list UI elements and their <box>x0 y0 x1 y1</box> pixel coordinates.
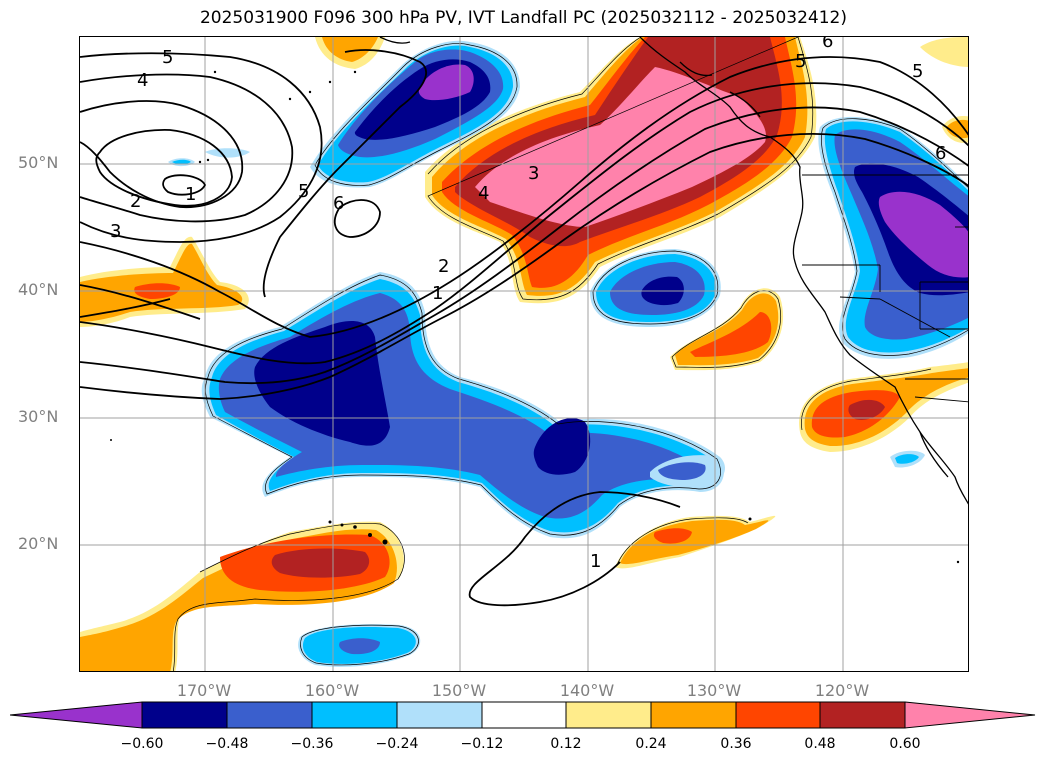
contour-label: 1 <box>432 283 443 304</box>
islands <box>110 70 960 564</box>
colorbar-segment <box>10 701 143 729</box>
contour-label: 2 <box>130 191 141 212</box>
map-title: 2025031900 F096 300 hPa PV, IVT Landfall… <box>199 8 847 28</box>
positive-anomaly-baja <box>799 362 968 452</box>
contour-label: 5 <box>298 181 309 202</box>
negative-anomaly-hawaii-east <box>650 455 725 488</box>
pv-contours <box>80 49 968 607</box>
positive-anomaly-subtropical <box>80 521 404 671</box>
colorbar-segment <box>650 701 737 729</box>
lon-label: 130°W <box>686 681 742 700</box>
colorbar-tick: −0.36 <box>290 736 334 752</box>
colorbar <box>10 701 1036 729</box>
contour-label: 5 <box>912 61 923 82</box>
colorbar-segment <box>904 701 1036 729</box>
colorbar-segment <box>819 701 906 729</box>
contour-label: 4 <box>478 183 489 204</box>
colorbar-tick: −0.24 <box>375 736 419 752</box>
colorbar-tick: 0.24 <box>635 736 667 752</box>
negative-anomaly-central-pacific <box>201 272 724 539</box>
negative-anomaly-us-west <box>818 116 968 359</box>
colorbar-tick: −0.48 <box>205 736 249 752</box>
contour-label: 6 <box>822 37 833 52</box>
lon-label: 160°W <box>304 681 360 700</box>
grid <box>80 37 968 671</box>
contour-label: 5 <box>795 51 806 72</box>
lon-label: 170°W <box>176 681 232 700</box>
contour-label: 4 <box>137 70 148 91</box>
colorbar-segment <box>565 701 652 729</box>
positive-anomaly-hawaii-east <box>615 515 776 569</box>
lat-label: 20°N <box>18 534 59 553</box>
contour-label: 6 <box>935 143 946 164</box>
colorbar-tick: 0.36 <box>720 736 752 752</box>
colorbar-segment <box>481 701 567 729</box>
lon-label: 140°W <box>559 681 615 700</box>
coastline <box>379 37 968 505</box>
positive-anomaly-130w <box>670 288 784 371</box>
colorbar-segment <box>141 701 228 729</box>
lat-label: 40°N <box>18 280 59 299</box>
colorbar-segment <box>226 701 313 729</box>
positive-anomaly-west <box>80 236 249 327</box>
contour-label: 3 <box>110 221 121 242</box>
map-canvas: 5 4 3 2 1 5 6 3 4 2 1 5 6 6 5 1 <box>80 37 968 671</box>
positive-anomaly-ne-corner <box>920 37 968 143</box>
colorbar-tick: 0.12 <box>550 736 582 752</box>
colorbar-segment <box>735 701 821 729</box>
colorbar-segment <box>396 701 483 729</box>
colorbar-tick: −0.60 <box>120 736 164 752</box>
contour-label: 3 <box>528 163 539 184</box>
contour-label: 6 <box>333 193 344 214</box>
colorbar-tick: 0.60 <box>889 736 921 752</box>
contour-label: 5 <box>162 47 173 68</box>
colorbar-tick: −0.12 <box>460 736 504 752</box>
negative-anomaly-sw <box>298 624 421 667</box>
colorbar-tick: 0.48 <box>804 736 836 752</box>
contour-label: 1 <box>185 184 196 205</box>
lat-label: 50°N <box>18 153 59 172</box>
contour-label: 1 <box>590 551 601 572</box>
contour-label-group: 5 4 3 2 1 5 6 3 4 2 1 5 6 6 5 1 <box>110 37 946 572</box>
lat-label: 30°N <box>18 407 59 426</box>
map-panel: 5 4 3 2 1 5 6 3 4 2 1 5 6 6 5 1 <box>79 36 969 672</box>
lon-label: 150°W <box>431 681 487 700</box>
lon-label: 120°W <box>814 681 870 700</box>
land-borders <box>802 174 968 403</box>
contour-label: 2 <box>438 256 449 277</box>
colorbar-segment <box>311 701 398 729</box>
positive-anomaly-north-small <box>315 37 385 69</box>
